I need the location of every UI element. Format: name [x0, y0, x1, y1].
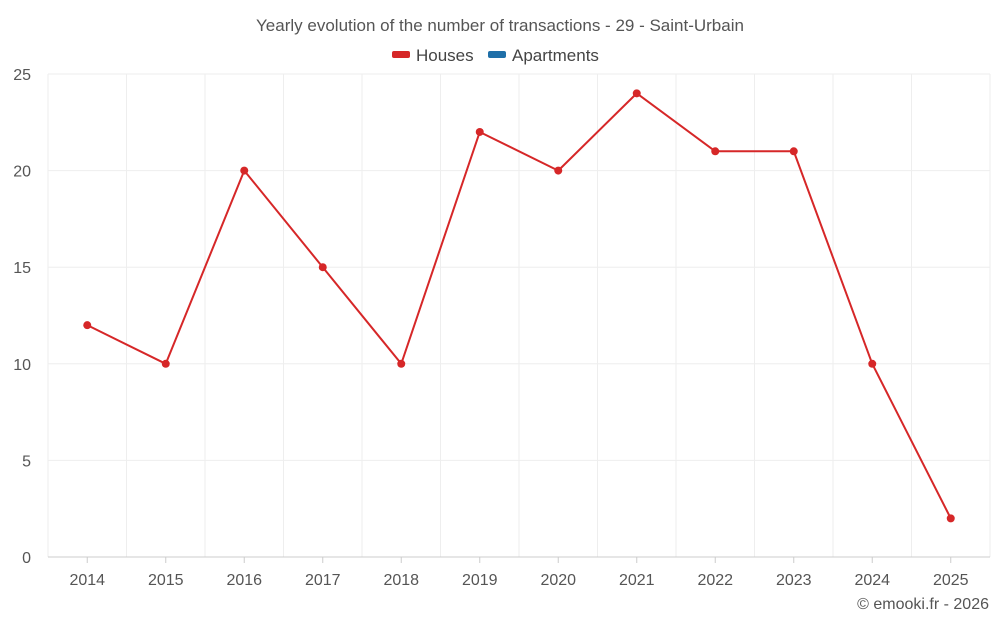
- x-tick-label: 2014: [69, 572, 105, 589]
- data-point[interactable]: [789, 147, 798, 156]
- x-tick-label: 2017: [305, 572, 341, 589]
- legend-label-houses: Houses: [416, 46, 474, 65]
- legend-swatch-houses: [392, 51, 410, 58]
- legend-label-apartments: Apartments: [512, 46, 599, 65]
- data-point[interactable]: [83, 321, 92, 330]
- x-tick-label: 2015: [148, 572, 184, 589]
- data-point[interactable]: [318, 263, 327, 272]
- series-houses: [83, 89, 955, 523]
- x-tick-label: 2025: [933, 572, 969, 589]
- x-tick-label: 2023: [776, 572, 812, 589]
- legend[interactable]: Houses Apartments: [392, 46, 599, 65]
- legend-item-apartments[interactable]: Apartments: [488, 46, 599, 65]
- x-tick-label: 2021: [619, 572, 655, 589]
- x-tick-label: 2019: [462, 572, 498, 589]
- data-point[interactable]: [946, 514, 955, 523]
- credit-text: © emooki.fr - 2026: [857, 596, 989, 613]
- data-point[interactable]: [554, 166, 563, 175]
- x-tick-label: 2020: [540, 572, 576, 589]
- x-tick-label: 2022: [697, 572, 733, 589]
- data-point[interactable]: [868, 359, 877, 368]
- y-tick-label: 15: [13, 260, 31, 277]
- y-tick-label: 5: [22, 453, 31, 470]
- x-tick-label: 2016: [226, 572, 262, 589]
- x-tick-label: 2018: [383, 572, 419, 589]
- legend-swatch-apartments: [488, 51, 506, 58]
- y-tick-label: 20: [13, 164, 31, 181]
- y-tick-label: 0: [22, 550, 31, 567]
- series-line: [86, 92, 952, 519]
- data-point[interactable]: [240, 166, 249, 175]
- y-tick-label: 25: [13, 67, 31, 84]
- legend-item-houses[interactable]: Houses: [392, 46, 474, 65]
- y-tick-label: 10: [13, 357, 31, 374]
- data-point[interactable]: [397, 359, 406, 368]
- chart-title: Yearly evolution of the number of transa…: [256, 16, 744, 35]
- data-point[interactable]: [161, 359, 170, 368]
- data-point[interactable]: [711, 147, 720, 156]
- grid: [47, 73, 991, 557]
- data-point[interactable]: [475, 127, 484, 136]
- data-point[interactable]: [632, 89, 641, 98]
- x-tick-label: 2024: [854, 572, 890, 589]
